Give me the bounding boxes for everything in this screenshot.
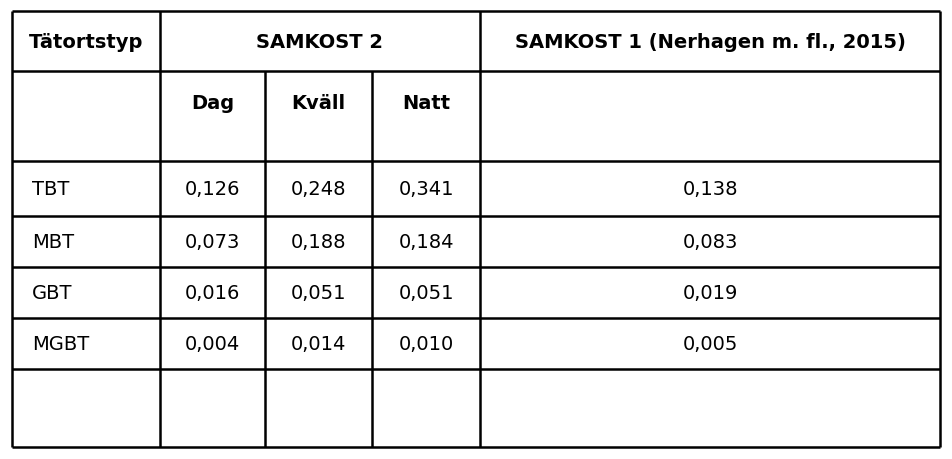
Text: MBT: MBT [32, 233, 74, 252]
Text: Natt: Natt [402, 94, 450, 113]
Text: 0,016: 0,016 [185, 283, 240, 302]
Text: GBT: GBT [32, 283, 72, 302]
Text: 0,341: 0,341 [398, 179, 454, 199]
Text: 0,019: 0,019 [683, 283, 738, 302]
Text: 0,083: 0,083 [683, 233, 738, 252]
Text: 0,184: 0,184 [398, 233, 454, 252]
Text: SAMKOST 1 (Nerhagen m. fl., 2015): SAMKOST 1 (Nerhagen m. fl., 2015) [515, 33, 905, 51]
Text: 0,138: 0,138 [683, 179, 738, 199]
Text: MGBT: MGBT [32, 334, 89, 353]
Text: 0,051: 0,051 [290, 283, 347, 302]
Text: 0,126: 0,126 [185, 179, 240, 199]
Text: 0,004: 0,004 [185, 334, 240, 353]
Text: 0,188: 0,188 [290, 233, 347, 252]
Text: 0,051: 0,051 [398, 283, 454, 302]
Text: Kväll: Kväll [291, 94, 346, 113]
Text: TBT: TBT [32, 179, 69, 199]
Text: 0,010: 0,010 [398, 334, 453, 353]
Text: 0,014: 0,014 [290, 334, 347, 353]
Text: Tätortstyp: Tätortstyp [29, 33, 143, 51]
Text: 0,005: 0,005 [683, 334, 738, 353]
Text: 0,073: 0,073 [185, 233, 240, 252]
Text: Dag: Dag [191, 94, 234, 113]
Text: 0,248: 0,248 [290, 179, 347, 199]
Text: SAMKOST 2: SAMKOST 2 [256, 33, 384, 51]
